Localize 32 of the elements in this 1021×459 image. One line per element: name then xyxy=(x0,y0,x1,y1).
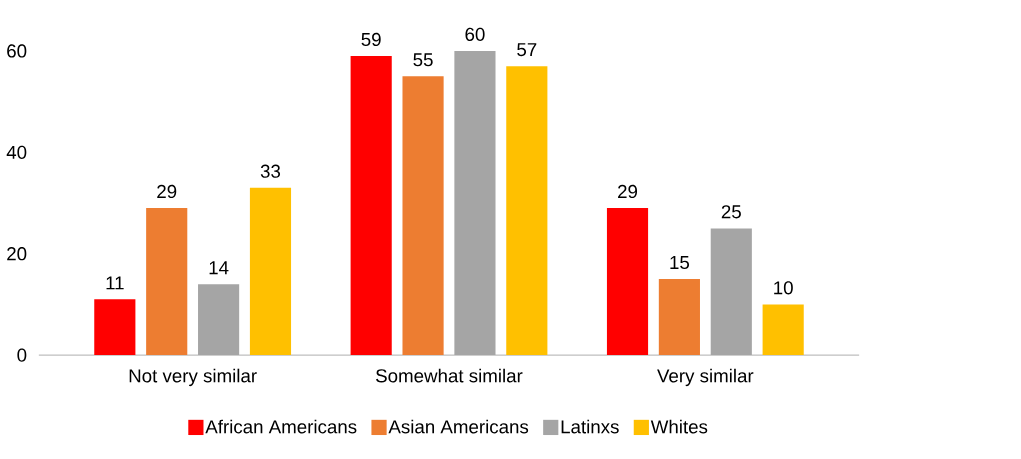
data-label: 57 xyxy=(517,43,537,57)
data-label: 59 xyxy=(361,32,381,47)
x-tick-label: Not very similar xyxy=(129,368,257,387)
data-label: 29 xyxy=(157,184,177,199)
y-tick-label: 0 xyxy=(17,348,27,362)
data-label: 29 xyxy=(618,184,638,199)
bar xyxy=(762,304,804,356)
y-tick-label: 20 xyxy=(7,247,27,261)
data-label: 60 xyxy=(465,27,485,42)
bar xyxy=(249,187,292,356)
data-label: 14 xyxy=(209,261,229,275)
data-label: 33 xyxy=(260,164,281,178)
data-label: 10 xyxy=(774,281,793,295)
y-tick-label: 60 xyxy=(7,44,27,58)
x-tick-label: Somewhat similar xyxy=(376,368,523,383)
data-label: 55 xyxy=(413,53,433,67)
legend-label: African Americans xyxy=(205,419,357,434)
legend-label: Latinxs xyxy=(561,419,619,434)
data-label: 11 xyxy=(106,276,124,290)
x-tick-label: Very similar xyxy=(657,368,754,387)
bar xyxy=(146,208,188,356)
data-label: 25 xyxy=(721,205,741,219)
bar xyxy=(94,299,136,356)
bar xyxy=(350,56,392,356)
bar xyxy=(606,208,649,356)
bar xyxy=(506,66,548,356)
bar xyxy=(658,279,700,356)
legend-label: Asian Americans xyxy=(388,419,529,434)
bar xyxy=(402,76,444,356)
legend-label: Whites xyxy=(650,419,708,434)
y-tick-label: 40 xyxy=(6,145,27,160)
data-label: 15 xyxy=(670,256,690,270)
